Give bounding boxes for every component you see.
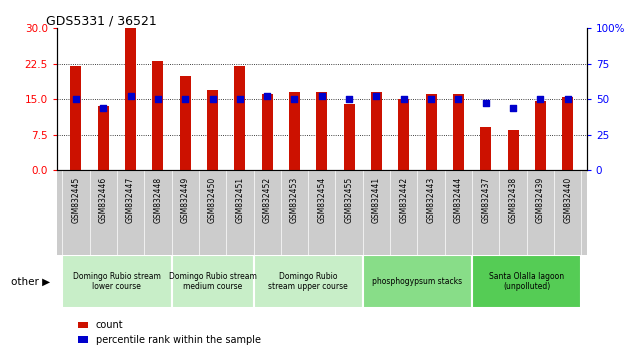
Bar [62,255,172,308]
Bar [316,92,327,170]
Text: GSM832452: GSM832452 [262,177,272,223]
Bar [535,102,546,170]
Text: GSM832439: GSM832439 [536,177,545,223]
Legend: count, percentile rank within the sample: count, percentile rank within the sample [74,316,264,349]
Text: GSM832448: GSM832448 [153,177,162,223]
Text: GSM832445: GSM832445 [71,177,80,223]
Point [126,93,136,99]
Text: GSM832442: GSM832442 [399,177,408,223]
Text: GSM832446: GSM832446 [98,177,108,223]
Point [153,96,163,102]
Point [563,96,573,102]
Bar [480,127,491,170]
Bar [254,255,363,308]
Point [98,105,109,110]
Point [317,93,327,99]
Bar [262,95,273,170]
Bar [207,90,218,170]
Text: GSM832453: GSM832453 [290,177,299,223]
Point [453,96,463,102]
Bar [71,66,81,170]
Bar [234,66,245,170]
Text: GSM832441: GSM832441 [372,177,381,223]
Text: GSM832443: GSM832443 [427,177,435,223]
Bar [363,255,472,308]
Text: Domingo Rubio stream
lower course: Domingo Rubio stream lower course [73,272,161,291]
Text: other ▶: other ▶ [11,276,50,286]
Bar [153,61,163,170]
Bar [507,130,519,170]
Point [235,96,245,102]
Text: GSM832454: GSM832454 [317,177,326,223]
Point [372,93,382,99]
Text: Santa Olalla lagoon
(unpolluted): Santa Olalla lagoon (unpolluted) [489,272,564,291]
Text: Domingo Rubio
stream upper course: Domingo Rubio stream upper course [268,272,348,291]
Point [426,96,436,102]
Bar [172,255,254,308]
Text: GSM832444: GSM832444 [454,177,463,223]
Text: GDS5331 / 36521: GDS5331 / 36521 [46,14,157,27]
Bar [344,104,355,170]
Point [208,96,218,102]
Bar [98,106,109,170]
Text: Domingo Rubio stream
medium course: Domingo Rubio stream medium course [168,272,256,291]
Point [344,96,354,102]
Point [481,101,491,106]
Text: GSM832440: GSM832440 [563,177,572,223]
Bar [562,97,573,170]
Point [535,96,545,102]
Point [290,96,300,102]
Point [399,96,409,102]
Text: GSM832437: GSM832437 [481,177,490,223]
Text: GSM832455: GSM832455 [345,177,353,223]
Bar [472,255,581,308]
Point [262,93,272,99]
Text: GSM832450: GSM832450 [208,177,217,223]
Bar [125,28,136,170]
Bar [426,95,437,170]
Bar [180,75,191,170]
Bar [398,99,410,170]
Text: GSM832451: GSM832451 [235,177,244,223]
Point [71,96,81,102]
Text: GSM832438: GSM832438 [509,177,517,223]
Bar [453,95,464,170]
Text: GSM832449: GSM832449 [180,177,190,223]
Text: GSM832447: GSM832447 [126,177,135,223]
Text: phosphogypsum stacks: phosphogypsum stacks [372,277,463,286]
Point [180,96,191,102]
Bar [371,92,382,170]
Point [508,105,518,110]
Bar [289,92,300,170]
